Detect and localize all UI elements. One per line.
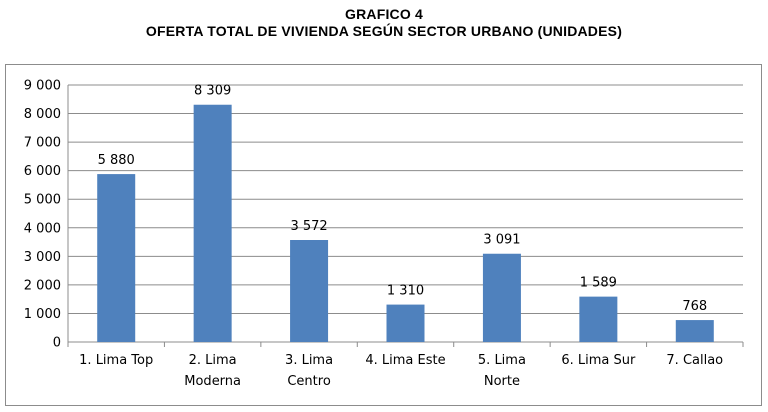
x-tick-label: 3. Lima	[285, 353, 333, 368]
bar	[675, 320, 714, 342]
x-tick-label: Norte	[484, 374, 520, 389]
bar	[290, 239, 329, 342]
x-tick-label: Centro	[287, 374, 330, 389]
data-label: 8 309	[194, 84, 231, 99]
x-tick-label: 7. Callao	[666, 353, 723, 368]
x-tick-label: 5. Lima	[478, 353, 526, 368]
x-tick-label: Moderna	[184, 374, 241, 389]
y-tick-label: 1 000	[24, 307, 61, 322]
x-tick-label: 4. Lima Este	[365, 353, 445, 368]
data-label: 3 091	[483, 233, 520, 248]
data-label: 768	[682, 299, 707, 314]
data-label: 1 310	[387, 284, 424, 299]
y-tick-label: 3 000	[24, 250, 61, 265]
data-label: 1 589	[580, 276, 617, 291]
chart-title: GRAFICO 4	[344, 6, 424, 22]
chart-title-block: GRAFICO 4 OFERTA TOTAL DE VIVIENDA SEGÚN…	[0, 6, 768, 40]
bar	[579, 296, 618, 342]
x-tick-label: 6. Lima Sur	[561, 353, 636, 368]
y-tick-label: 5 000	[24, 193, 61, 208]
bar-chart: 0 1 000 2 000 3 000 4 000 5 000 6 000 7 000 8 00…	[24, 79, 744, 389]
chart-frame: 0 1 000 2 000 3 000 4 000 5 000 6 000 7 000 8 00…	[5, 64, 762, 406]
y-tick-label: 8 000	[24, 107, 61, 122]
y-tick-label: 4 000	[24, 221, 61, 236]
y-tick-label: 6 000	[24, 164, 61, 179]
data-label: 5 880	[98, 153, 135, 168]
chart-subtitle: OFERTA TOTAL DE VIVIENDA SEGÚN SECTOR UR…	[145, 23, 623, 39]
x-tick-label: 2. Lima	[189, 353, 237, 368]
x-tick-label: 1. Lima Top	[79, 353, 153, 368]
bar	[386, 304, 425, 342]
data-label: 3 572	[290, 219, 327, 234]
y-tick-label: 7 000	[24, 136, 61, 151]
y-tick-label: 9 000	[24, 79, 61, 94]
y-tick-label: 2 000	[24, 278, 61, 293]
bar	[97, 174, 136, 342]
bar	[193, 104, 232, 342]
bar	[482, 253, 521, 342]
y-tick-label: 0	[53, 336, 61, 351]
